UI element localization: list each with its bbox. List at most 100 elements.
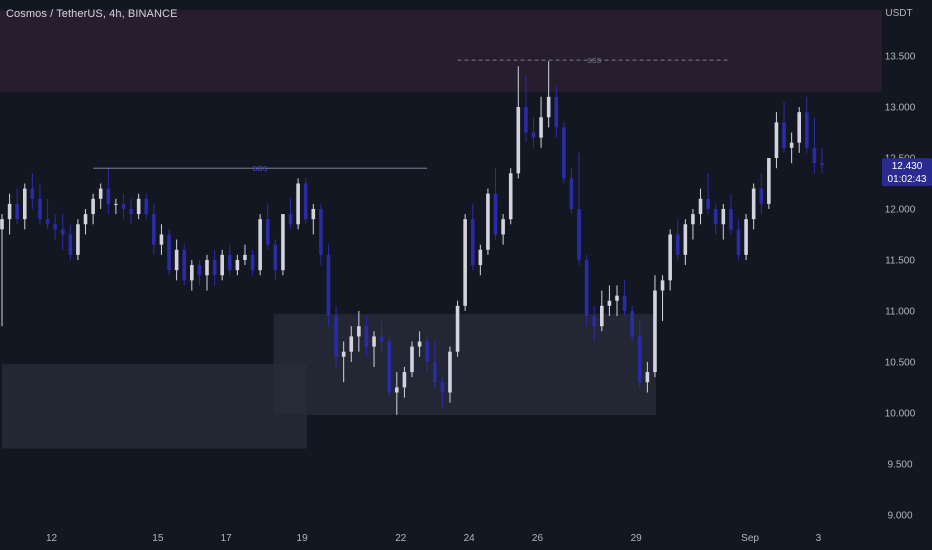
candle-body (22, 188, 27, 220)
candle-body (410, 346, 414, 373)
symbol-title[interactable]: Cosmos / TetherUS, 4h, BINANCE (6, 8, 178, 20)
candle-body (395, 387, 399, 393)
candle-body (220, 254, 224, 276)
candle-body (729, 208, 733, 230)
candle-body (539, 117, 543, 138)
candle-body (114, 203, 118, 205)
candle-body (554, 96, 559, 128)
candle-body (68, 234, 73, 255)
candle-body (319, 208, 323, 255)
candle-body (744, 219, 748, 255)
y-tick-label: 11.000 (885, 306, 915, 317)
candle-body (706, 198, 710, 209)
candle-body (121, 203, 126, 209)
candle-body (630, 310, 634, 337)
zone-supply (0, 10, 882, 92)
candle-body (797, 112, 802, 143)
candle-body (136, 198, 141, 215)
candle-body (698, 198, 703, 215)
candle-body (349, 336, 354, 352)
candle-body (91, 198, 95, 215)
candle-body (357, 326, 361, 337)
candle-body (524, 107, 528, 133)
candle-body (7, 203, 12, 220)
candle-body (106, 188, 111, 204)
last-price-label: 12.430 (892, 161, 923, 172)
candle-body (425, 341, 429, 362)
candle-body (379, 336, 384, 342)
x-tick-label: Sep (741, 533, 759, 544)
x-tick-label: 17 (221, 533, 233, 544)
candle-body (60, 229, 65, 235)
candle-body (736, 229, 741, 255)
candle-body (637, 336, 642, 383)
candle-body (227, 254, 232, 271)
candle-body (273, 244, 278, 271)
candle-body (774, 122, 779, 159)
annotation-label-sss: SSS (587, 58, 601, 65)
candle-body (508, 173, 513, 220)
candle-body (653, 290, 657, 373)
candle-body (713, 208, 718, 225)
candle-body (691, 214, 695, 225)
candle-body (759, 188, 764, 204)
candle-body (159, 234, 164, 245)
candle-body (569, 178, 574, 209)
candle-body (607, 300, 612, 306)
candle-body (486, 193, 490, 250)
candle-body (76, 224, 80, 255)
y-tick-label: 10.500 (885, 357, 916, 368)
candle-body (782, 122, 786, 148)
candle-body (182, 249, 187, 281)
candle-body (265, 219, 270, 245)
candle-body (281, 214, 285, 271)
y-tick-label: 9.500 (887, 459, 912, 470)
y-tick-label: 12.000 (885, 204, 916, 215)
candle-body (440, 382, 445, 393)
candle-body (250, 254, 255, 271)
candle-body (675, 234, 680, 255)
candle-body (455, 305, 460, 352)
candle-body (562, 127, 566, 179)
candle-body (326, 254, 331, 317)
candle-body (820, 163, 824, 166)
candle-body (311, 208, 316, 220)
candle-body (0, 219, 4, 230)
x-tick-label: 15 (152, 533, 164, 544)
annotation-label-bos: BOS (253, 166, 268, 173)
candle-body (144, 198, 149, 215)
y-tick-label: 10.000 (885, 408, 916, 419)
candle-body (243, 254, 247, 260)
candle-body (789, 142, 794, 148)
candle-body (600, 305, 604, 327)
candle-body (592, 316, 597, 327)
x-tick-label: 29 (631, 533, 643, 544)
candle-body (417, 341, 422, 347)
candle-body (463, 219, 467, 306)
candle-body (197, 265, 202, 276)
candle-body (683, 224, 688, 255)
y-tick-label: 13.500 (885, 52, 916, 63)
candle-body (167, 234, 171, 271)
candle-body (516, 107, 521, 174)
y-tick-label: 11.500 (885, 255, 915, 266)
candle-body (531, 132, 536, 138)
candle-body (83, 214, 88, 225)
y-tick-label: 9.000 (887, 510, 912, 521)
candle-body (402, 372, 407, 388)
candle-body (296, 183, 300, 225)
candle-body (668, 234, 672, 281)
candle-body (212, 259, 217, 276)
candle-body (577, 208, 581, 260)
candle-body (30, 188, 35, 199)
candle-body (174, 249, 179, 271)
zone-demand-left (2, 363, 307, 449)
x-tick-label: 3 (816, 533, 822, 544)
x-tick-label: 22 (395, 533, 407, 544)
candle-body (584, 259, 589, 317)
x-tick-label: 24 (464, 533, 476, 544)
candle-body (767, 158, 771, 204)
candle-body (288, 214, 293, 225)
